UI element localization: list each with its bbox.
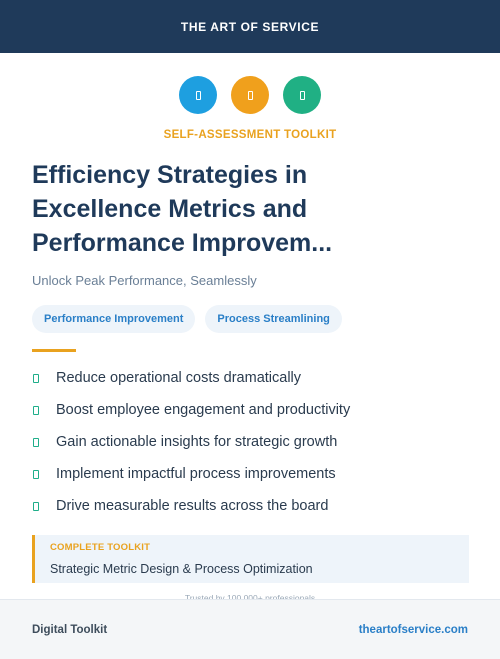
title-line-2: Excellence Metrics and [32, 195, 308, 223]
benefit-list: Reduce operational costs dramatically Bo… [32, 362, 472, 522]
tag-process-streamlining: Process Streamlining [205, 305, 342, 333]
list-item-text: Boost employee engagement and productivi… [56, 402, 351, 418]
list-item-text: Reduce operational costs dramatically [56, 370, 302, 386]
document-glyph-icon [299, 90, 305, 100]
list-item-text: Drive measurable results across the boar… [56, 498, 329, 514]
check-icon [33, 373, 39, 383]
callout-text: Strategic Metric Design & Process Optimi… [50, 562, 313, 576]
accent-divider [32, 349, 76, 352]
title-line-1: Efficiency Strategies in [32, 161, 308, 189]
document-glyph-icon [195, 90, 201, 100]
icon-row [0, 76, 500, 114]
kicker-label: SELF-ASSESSMENT TOOLKIT [163, 129, 337, 141]
list-item: Drive measurable results across the boar… [32, 490, 472, 522]
list-item: Boost employee engagement and productivi… [32, 394, 472, 426]
document-glyph-icon [247, 90, 253, 100]
tag-list: Performance Improvement Process Streamli… [32, 305, 342, 333]
top-banner: THE ART OF SERVICE [0, 0, 500, 53]
list-item-text: Implement impactful process improvements [56, 466, 336, 482]
green-circle-icon [283, 76, 321, 114]
check-icon [33, 469, 39, 479]
toolkit-callout: COMPLETE TOOLKIT Strategic Metric Design… [32, 535, 469, 583]
check-icon [33, 501, 39, 511]
list-item: Implement impactful process improvements [32, 458, 472, 490]
blue-circle-icon [179, 76, 217, 114]
subtitle: Unlock Peak Performance, Seamlessly [32, 273, 257, 288]
orange-circle-icon [231, 76, 269, 114]
website-link[interactable]: theartofservice.com [358, 623, 468, 636]
tag-performance-improvement: Performance Improvement [32, 305, 196, 333]
trusted-note: Trusted by 100,000+ professionals [184, 593, 316, 603]
brand-name: THE ART OF SERVICE [180, 19, 320, 34]
footer-label: Digital Toolkit [32, 623, 108, 636]
footer: Digital Toolkit theartofservice.com [0, 599, 500, 659]
check-icon [33, 405, 39, 415]
list-item: Gain actionable insights for strategic g… [32, 426, 472, 458]
list-item: Reduce operational costs dramatically [32, 362, 472, 394]
title-line-3: Performance Improvem... [32, 229, 333, 257]
check-icon [33, 437, 39, 447]
callout-label: COMPLETE TOOLKIT [50, 542, 151, 553]
page-title: Efficiency Strategies in Excellence Metr… [32, 158, 472, 260]
list-item-text: Gain actionable insights for strategic g… [56, 434, 338, 450]
